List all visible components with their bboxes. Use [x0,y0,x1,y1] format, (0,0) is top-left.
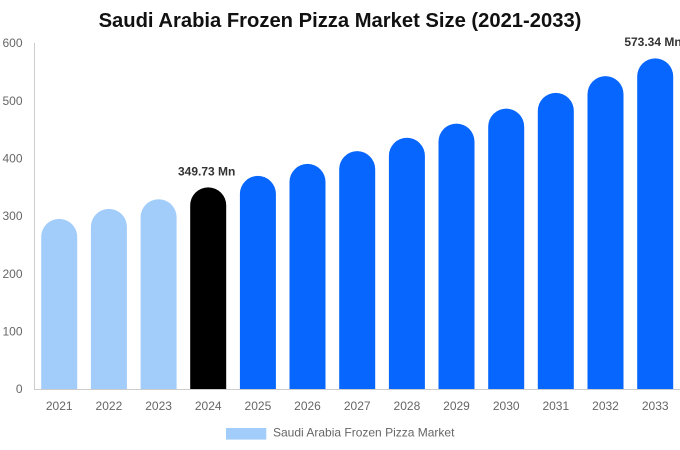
svg-text:500: 500 [2,94,22,108]
svg-text:2031: 2031 [542,399,569,413]
svg-text:573.34 Mn: 573.34 Mn [624,35,680,49]
svg-text:2032: 2032 [592,399,619,413]
svg-text:2029: 2029 [443,399,470,413]
svg-text:2022: 2022 [96,399,123,413]
svg-text:2028: 2028 [394,399,421,413]
svg-text:600: 600 [2,36,22,50]
svg-text:2033: 2033 [642,399,669,413]
svg-text:300: 300 [2,209,22,223]
svg-text:400: 400 [2,152,22,166]
svg-text:Saudi Arabia Frozen Pizza Mark: Saudi Arabia Frozen Pizza Market [273,426,455,440]
svg-text:200: 200 [2,267,22,281]
svg-text:Saudi Arabia Frozen Pizza Mark: Saudi Arabia Frozen Pizza Market Size (2… [99,10,582,32]
svg-text:2024: 2024 [195,399,222,413]
svg-text:349.73 Mn: 349.73 Mn [178,165,235,179]
svg-text:2030: 2030 [493,399,520,413]
svg-text:0: 0 [16,382,23,396]
svg-text:2025: 2025 [245,399,272,413]
svg-text:100: 100 [2,325,22,339]
svg-text:2023: 2023 [145,399,172,413]
svg-text:2021: 2021 [46,399,73,413]
svg-text:2026: 2026 [294,399,321,413]
svg-text:2027: 2027 [344,399,371,413]
